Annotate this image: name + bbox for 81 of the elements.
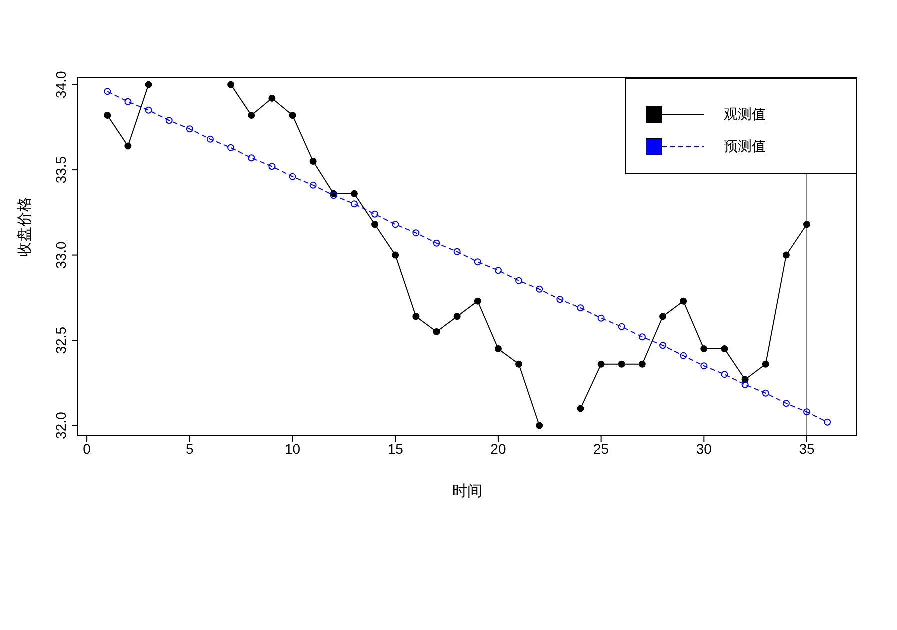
point	[310, 182, 317, 189]
y-axis-title: 收盘价格	[16, 197, 34, 257]
x-tick-label: 35	[799, 440, 816, 457]
point	[412, 313, 420, 320]
legend-label: 观测值	[724, 106, 766, 124]
point	[104, 88, 112, 96]
point	[680, 352, 688, 360]
point	[145, 81, 152, 88]
y-tick-label: 32.5	[53, 326, 69, 354]
point	[660, 313, 667, 320]
point	[824, 418, 832, 426]
point	[454, 248, 461, 256]
point	[782, 400, 790, 408]
point	[577, 304, 584, 312]
x-tick-label: 25	[594, 440, 610, 457]
point	[433, 328, 440, 336]
x-tick-label: 5	[186, 440, 194, 457]
point	[104, 112, 112, 120]
point	[598, 360, 605, 368]
point	[350, 190, 358, 198]
point	[700, 346, 708, 353]
point	[392, 221, 400, 228]
point	[310, 158, 317, 166]
point	[742, 381, 749, 388]
point	[372, 221, 379, 228]
point	[762, 390, 770, 397]
x-tick-label: 20	[490, 440, 506, 457]
point	[268, 163, 276, 170]
point	[268, 94, 276, 102]
point	[124, 98, 132, 106]
point	[577, 405, 584, 412]
point	[145, 106, 152, 114]
point	[289, 112, 296, 120]
y-tick-label: 32.0	[53, 412, 69, 440]
x-tick-label: 15	[388, 440, 404, 457]
point	[248, 112, 256, 120]
point	[228, 81, 235, 88]
point	[186, 126, 194, 133]
point	[804, 221, 811, 228]
point	[680, 298, 688, 305]
point	[392, 252, 400, 259]
point	[782, 252, 790, 259]
point	[660, 342, 667, 350]
point	[804, 408, 811, 416]
y-tick-label: 34.0	[53, 70, 69, 98]
y-tick-label: 33.0	[53, 241, 69, 269]
point	[536, 286, 544, 293]
x-tick-label: 10	[284, 440, 301, 457]
point	[762, 360, 770, 368]
point	[721, 371, 728, 378]
point	[289, 173, 296, 180]
point	[494, 346, 502, 353]
point	[412, 230, 420, 237]
point	[598, 314, 605, 322]
point	[206, 136, 214, 143]
point	[166, 117, 173, 124]
y-tick-label: 33.5	[53, 156, 69, 184]
point	[474, 258, 482, 266]
point	[228, 144, 235, 152]
point	[350, 200, 358, 208]
point	[494, 267, 502, 274]
legend-label: 预测值	[724, 138, 766, 156]
point	[638, 334, 646, 341]
point	[372, 210, 379, 218]
point	[454, 313, 461, 320]
x-axis-title: 时间	[452, 483, 482, 500]
point	[556, 296, 564, 304]
point	[536, 422, 544, 430]
point	[124, 142, 132, 150]
point	[618, 360, 626, 368]
point	[248, 154, 256, 162]
point	[516, 277, 523, 284]
point	[700, 362, 708, 370]
point	[516, 360, 523, 368]
point	[474, 298, 482, 305]
point	[721, 346, 728, 353]
x-tick-label: 30	[696, 440, 712, 457]
point	[638, 360, 646, 368]
point	[433, 240, 440, 247]
x-tick-label: 0	[83, 440, 92, 457]
point	[618, 323, 626, 330]
